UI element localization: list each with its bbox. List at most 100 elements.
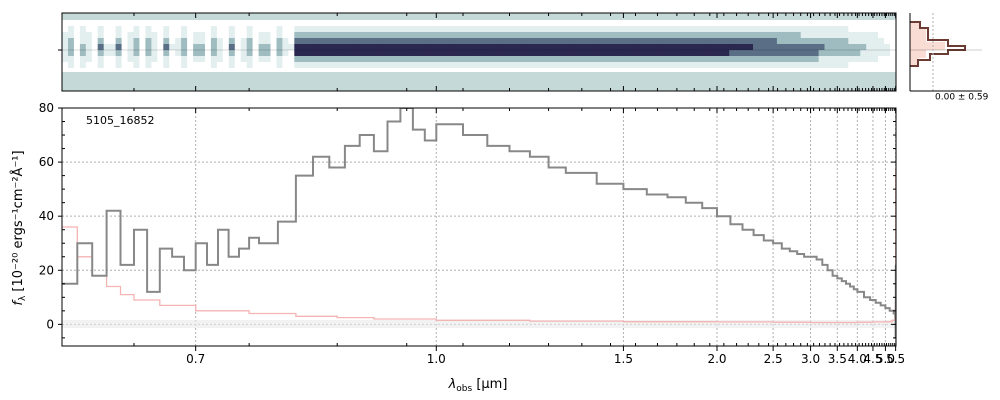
heatmap-cell bbox=[330, 62, 337, 68]
heatmap-cell bbox=[556, 32, 563, 38]
heatmap-cell bbox=[449, 26, 456, 32]
heatmap-cell bbox=[258, 56, 266, 62]
heatmap-cell bbox=[717, 38, 724, 44]
heatmap-cell bbox=[342, 68, 349, 72]
heatmap-cell bbox=[91, 50, 99, 56]
heatmap-cell bbox=[187, 26, 194, 32]
heatmap-cell bbox=[222, 20, 230, 26]
heatmap-cell bbox=[264, 26, 271, 32]
heatmap-cell bbox=[443, 38, 450, 44]
heatmap-cell bbox=[860, 62, 867, 68]
heatmap-cell bbox=[878, 56, 885, 62]
heatmap-cell bbox=[830, 50, 837, 56]
heatmap-cell bbox=[365, 32, 373, 38]
heatmap-cell bbox=[210, 44, 218, 50]
heatmap-cell bbox=[169, 38, 176, 44]
heatmap-cell bbox=[884, 44, 891, 50]
heatmap-cell bbox=[586, 44, 593, 50]
heatmap-cell bbox=[568, 20, 575, 26]
heatmap-cell bbox=[121, 50, 129, 56]
heatmap-cell bbox=[699, 26, 706, 32]
heatmap-cell bbox=[514, 56, 522, 62]
y-tick-label: 40 bbox=[39, 209, 54, 223]
heatmap-cell bbox=[508, 20, 516, 26]
heatmap-cell bbox=[431, 26, 438, 32]
heatmap-cell bbox=[717, 56, 724, 62]
heatmap-cell bbox=[234, 62, 242, 68]
heatmap-cell bbox=[848, 62, 855, 68]
heatmap-cell bbox=[91, 20, 99, 26]
heatmap-cell bbox=[288, 56, 295, 62]
heatmap-cell bbox=[383, 50, 391, 56]
x-tick-label: 2.5 bbox=[764, 352, 783, 366]
heatmap-cell bbox=[848, 44, 855, 50]
heatmap-cell bbox=[890, 26, 896, 32]
heatmap-cell bbox=[622, 50, 629, 56]
heatmap-cell bbox=[723, 20, 730, 26]
heatmap-cell bbox=[717, 20, 724, 26]
heatmap-cell bbox=[133, 50, 140, 56]
heatmap-cell bbox=[395, 20, 403, 26]
heatmap-cell bbox=[68, 38, 75, 44]
heatmap-cell bbox=[520, 50, 528, 56]
heatmap-cell bbox=[145, 38, 152, 44]
heatmap-cell bbox=[729, 32, 736, 38]
heatmap-cell bbox=[729, 38, 736, 44]
heatmap-cell bbox=[300, 32, 307, 38]
heatmap-cell bbox=[73, 68, 81, 72]
heatmap-cell bbox=[467, 50, 474, 56]
heatmap-cell bbox=[139, 56, 146, 62]
heatmap-cell bbox=[336, 20, 343, 26]
heatmap-cell bbox=[264, 62, 271, 68]
heatmap-cell bbox=[651, 50, 659, 56]
heatmap-cell bbox=[562, 44, 569, 50]
heatmap-cell bbox=[812, 50, 820, 56]
heatmap-cell bbox=[884, 50, 891, 56]
heatmap-cell bbox=[389, 68, 397, 72]
heatmap-cell bbox=[782, 32, 790, 38]
heatmap-cell bbox=[312, 20, 319, 26]
heatmap-cell bbox=[127, 50, 134, 56]
heatmap-cell bbox=[556, 68, 563, 72]
heatmap-cell bbox=[157, 44, 164, 50]
heatmap-cell bbox=[753, 68, 760, 72]
heatmap-cell bbox=[163, 26, 170, 32]
heatmap-cell bbox=[890, 32, 896, 38]
heatmap-cell bbox=[467, 68, 474, 72]
heatmap-cell bbox=[651, 26, 659, 32]
heatmap-cell bbox=[562, 32, 569, 38]
heatmap-cell bbox=[91, 38, 99, 44]
heatmap-cell bbox=[872, 56, 879, 62]
heatmap-cell bbox=[163, 62, 170, 68]
heatmap-cell bbox=[753, 56, 760, 62]
heatmap-cell bbox=[586, 32, 593, 38]
heatmap-cell bbox=[514, 20, 522, 26]
heatmap-cell bbox=[675, 68, 683, 72]
heatmap-cell bbox=[723, 68, 730, 72]
heatmap-cell bbox=[538, 62, 546, 68]
heatmap-cell bbox=[490, 38, 498, 44]
heatmap-cell bbox=[842, 32, 849, 38]
heatmap-cell bbox=[145, 56, 152, 62]
heatmap-cell bbox=[365, 62, 373, 68]
heatmap-cell bbox=[669, 56, 677, 62]
heatmap-cell bbox=[800, 44, 808, 50]
x-tick-label: 1.0 bbox=[427, 352, 446, 366]
heatmap-cell bbox=[860, 68, 867, 72]
heatmap-cell bbox=[568, 38, 575, 44]
heatmap-cell bbox=[699, 68, 706, 72]
heatmap-cell bbox=[818, 32, 826, 38]
heatmap-cell bbox=[788, 38, 796, 44]
heatmap-cell bbox=[824, 20, 831, 26]
heatmap-cell bbox=[294, 56, 301, 62]
heatmap-cell bbox=[205, 38, 212, 44]
heatmap-cell bbox=[592, 26, 599, 32]
heatmap-cell bbox=[723, 62, 730, 68]
heatmap-cell bbox=[502, 62, 510, 68]
heatmap-cell bbox=[347, 62, 355, 68]
heatmap-cell bbox=[240, 50, 248, 56]
heatmap-cell bbox=[288, 50, 295, 56]
heatmap-cell bbox=[151, 56, 158, 62]
heatmap-cell bbox=[633, 68, 641, 72]
heatmap-cell bbox=[276, 38, 283, 44]
